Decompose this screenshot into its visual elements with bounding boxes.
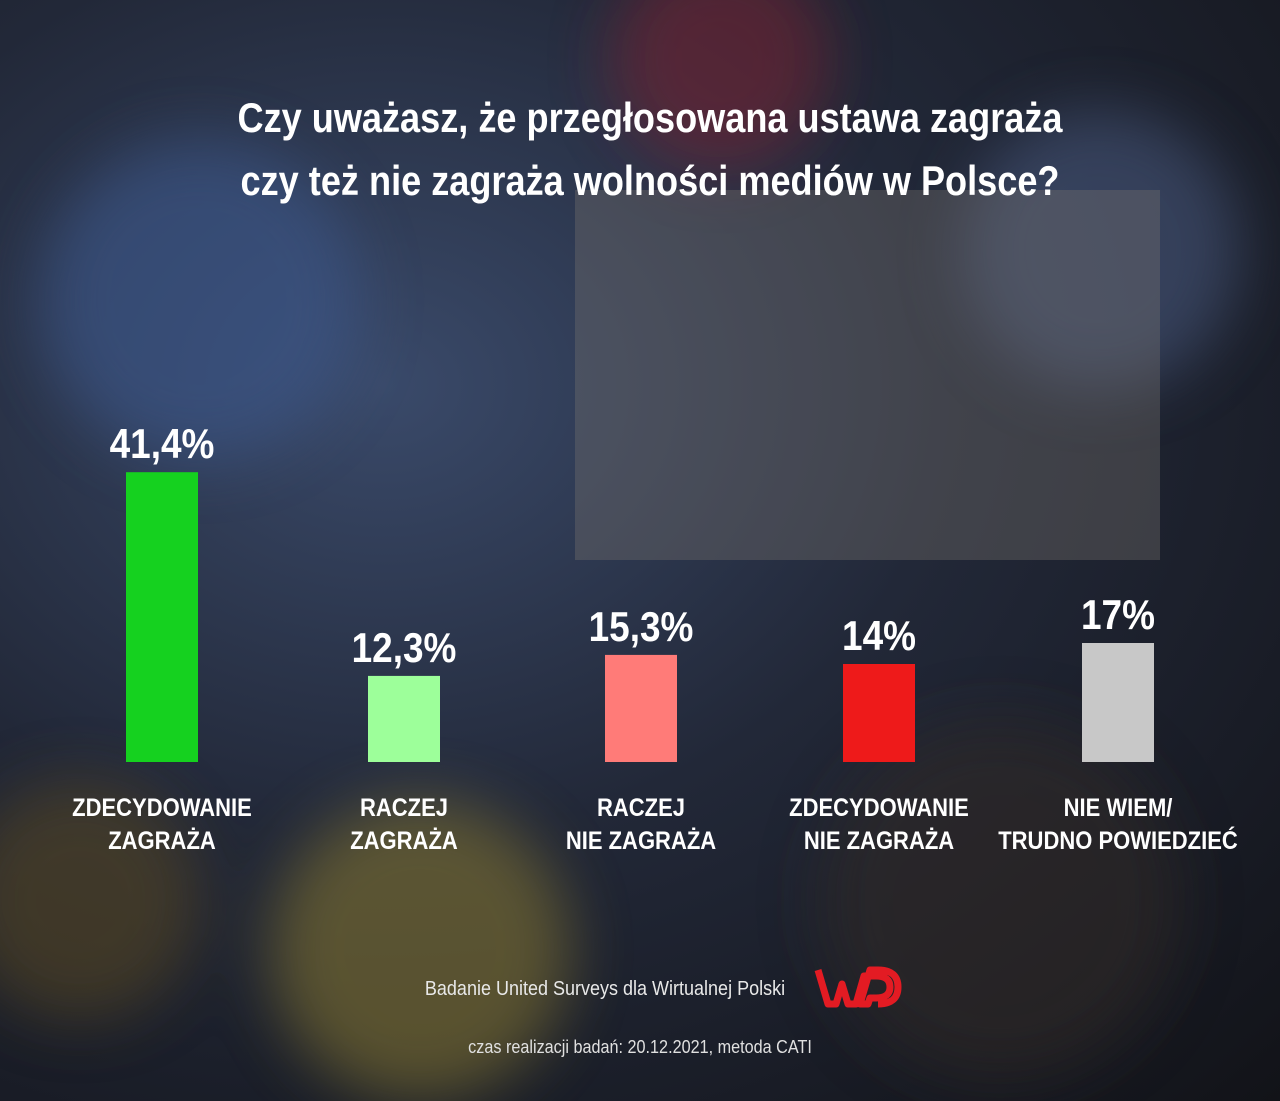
bar xyxy=(1082,643,1154,762)
chart-title: Czy uważasz, że przegłosowana ustawa zag… xyxy=(237,94,1063,204)
category-label: RACZEJ ZAGRAŻA xyxy=(350,794,458,855)
category-label: ZDECYDOWANIE ZAGRAŻA xyxy=(72,794,252,855)
category-label: ZDECYDOWANIE NIE ZAGRAŻA xyxy=(789,794,969,855)
value-label: 41,4% xyxy=(110,421,215,468)
note: czas realizacji badań: 20.12.2021, metod… xyxy=(468,1037,812,1057)
bar xyxy=(368,675,440,762)
bar xyxy=(126,472,198,762)
value-label: 14% xyxy=(842,613,916,660)
value-label: 17% xyxy=(1081,592,1155,639)
wp-logo xyxy=(814,966,902,1008)
source: Badanie United Surveys dla Wirtualnej Po… xyxy=(424,978,786,1000)
background-photo xyxy=(0,0,1240,1100)
category-label: RACZEJ NIE ZAGRAŻA xyxy=(565,794,717,855)
bar xyxy=(843,664,915,762)
category-label: NIE WIEM/ TRUDNO POWIEDZIEĆ xyxy=(998,794,1238,855)
value-label: 15,3% xyxy=(589,604,694,651)
value-label: 12,3% xyxy=(352,625,457,672)
bar xyxy=(605,654,677,762)
background-sign xyxy=(575,190,1160,560)
